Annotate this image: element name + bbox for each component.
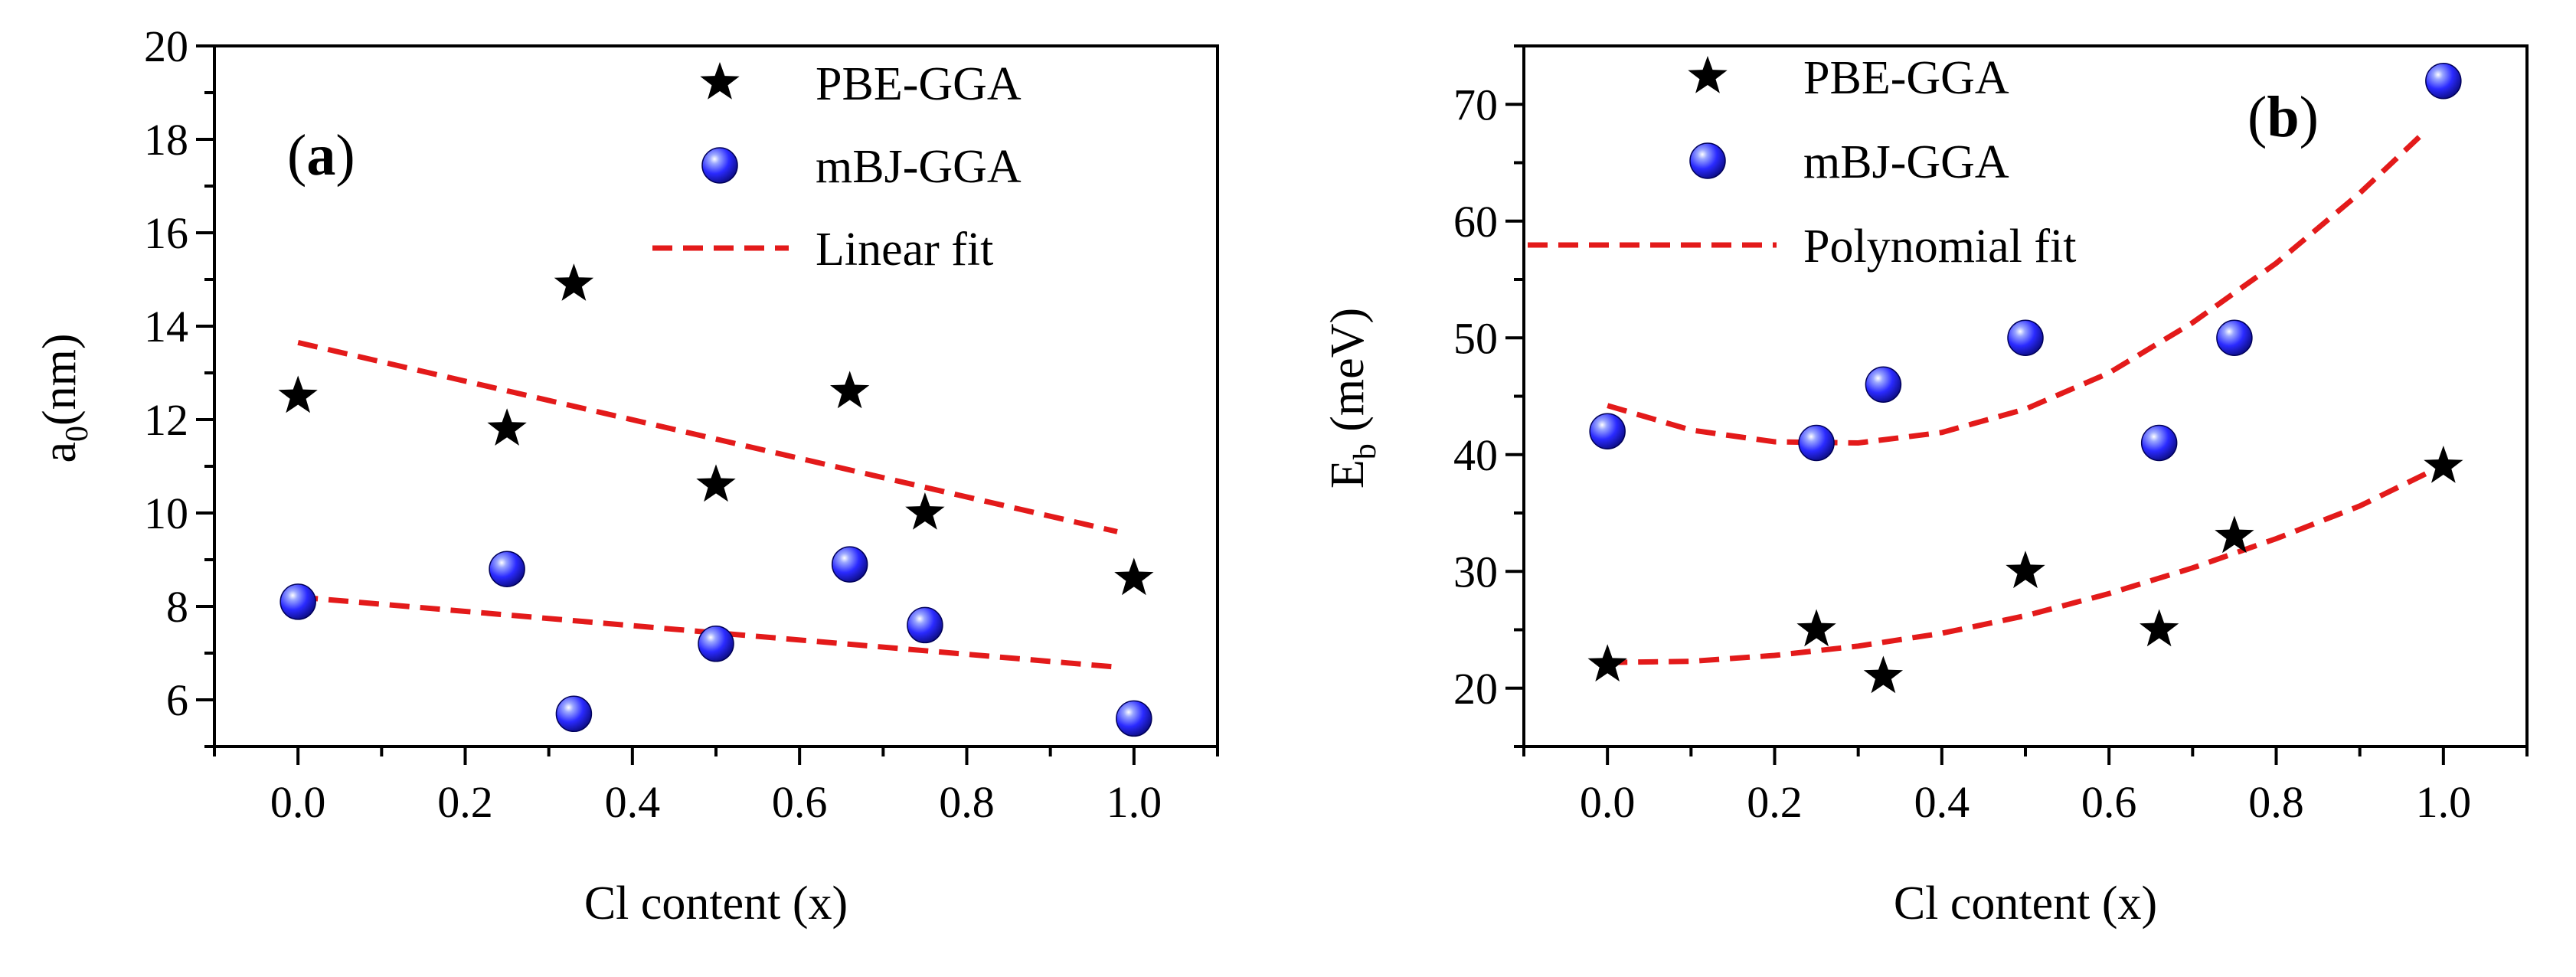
- x-tick-label: 0.0: [1580, 777, 1636, 827]
- y-axis-title: a0(nm): [34, 333, 95, 462]
- panel-a: 0.0 0.2 0.4 0.6 0.8 1.0 6 8 10 12 14 16 18 20 Cl conte…: [34, 21, 1219, 930]
- y-axis-title-unit: (meV): [1322, 308, 1374, 443]
- legend-label: mBJ-GGA: [1803, 136, 2009, 188]
- plot-frame: [1522, 44, 2529, 748]
- sphere-point: [489, 551, 525, 587]
- panel-label-open: (: [287, 123, 306, 188]
- y-axis-title-main: a: [34, 442, 86, 463]
- sphere-point: [1865, 366, 1902, 403]
- y-tick-label: 20: [1453, 664, 1498, 714]
- x-axis-title: Cl content (x): [584, 877, 848, 930]
- star-point: [1796, 609, 1836, 647]
- legend-label: PBE-GGA: [1803, 52, 2009, 104]
- x-tick-label: 0.4: [1914, 777, 1970, 827]
- sphere-point: [2425, 63, 2462, 100]
- y-axis-title-unit: (nm): [34, 333, 86, 426]
- x-tick-label: 1.0: [1107, 777, 1162, 827]
- y-tick-label: 40: [1453, 430, 1498, 480]
- sphere-point: [907, 606, 943, 644]
- sphere-point: [1116, 700, 1152, 737]
- x-tick-label: 0.4: [605, 777, 661, 827]
- star-point: [278, 375, 318, 413]
- x-tick-label: 0.8: [939, 777, 995, 827]
- y-tick-label: 60: [1453, 197, 1498, 247]
- y-tick-label: 16: [144, 208, 188, 258]
- panel-label-close: ): [2300, 85, 2319, 149]
- panel-label-letter: b: [2267, 85, 2299, 149]
- legend-sphere-icon: [701, 147, 738, 184]
- legend-star-icon: [700, 62, 740, 100]
- panel-b: 0.0 0.2 0.4 0.6 0.8 1.0 20 30 40 50 60 70 Cl content…: [1322, 44, 2529, 930]
- legend-label: mBJ-GGA: [816, 141, 1022, 193]
- x-tick-label: 0.6: [772, 777, 828, 827]
- y-tick-label: 6: [166, 675, 188, 725]
- sphere-point: [2007, 319, 2044, 356]
- star-point: [830, 371, 870, 409]
- sphere-point: [555, 695, 593, 733]
- y-tick-label: 18: [144, 115, 188, 165]
- star-point: [1863, 655, 1904, 694]
- fit-line: [1607, 471, 2428, 665]
- sphere-point: [698, 626, 734, 662]
- star-point: [554, 263, 594, 301]
- y-tick-label: 30: [1453, 547, 1498, 596]
- panel-label: (b): [2247, 85, 2319, 149]
- y-tick-label: 50: [1453, 313, 1498, 363]
- y-tick-label: 8: [166, 582, 188, 632]
- star-point: [2006, 551, 2045, 589]
- x-tick-label: 0.2: [1747, 777, 1803, 827]
- sphere-point: [2140, 424, 2178, 462]
- x-axis-title: Cl content (x): [1894, 877, 2157, 930]
- y-tick-label: 20: [144, 21, 188, 71]
- legend-label: Linear fit: [816, 224, 993, 276]
- star-point: [487, 408, 527, 446]
- star-point: [696, 464, 736, 502]
- star-point: [2424, 446, 2463, 483]
- sphere-point: [280, 583, 316, 620]
- legend: PBE-GGA mBJ-GGA Polynomial fit: [1528, 52, 2077, 273]
- fit-line: [297, 339, 1118, 534]
- sphere-point: [2216, 319, 2253, 356]
- star-point: [1114, 557, 1154, 596]
- y-axis-title-main: E: [1322, 459, 1374, 488]
- star-point: [905, 492, 945, 530]
- y-tick-label: 10: [144, 488, 188, 538]
- panel-label-letter: a: [306, 123, 335, 188]
- panel-label: (a): [287, 123, 355, 188]
- x-tick-label: 0.6: [2081, 777, 2137, 827]
- legend: PBE-GGA mBJ-GGA Linear fit: [652, 58, 1022, 276]
- y-axis-title: Eb (meV): [1322, 308, 1383, 488]
- panel-label-close: ): [335, 123, 355, 188]
- x-tick-label: 0.0: [270, 777, 326, 827]
- x-tick-label: 0.8: [2248, 777, 2304, 827]
- x-tick-label: 0.2: [437, 777, 493, 827]
- y-axis-title-subscript: 0: [60, 426, 95, 442]
- legend-label: Polynomial fit: [1803, 221, 2077, 273]
- star-point: [1587, 644, 1627, 682]
- y-axis-title-subscript: b: [1348, 443, 1383, 459]
- star-point: [2215, 515, 2254, 554]
- panel-label-open: (: [2247, 85, 2267, 149]
- y-tick-label: 14: [144, 302, 188, 351]
- x-tick-label: 1.0: [2416, 777, 2472, 827]
- y-tick-label: 70: [1453, 80, 1498, 129]
- sphere-point: [1798, 424, 1835, 462]
- sphere-point: [831, 546, 868, 583]
- y-tick-label: 12: [144, 395, 188, 445]
- star-point: [2140, 609, 2179, 647]
- legend-label: PBE-GGA: [816, 58, 1022, 110]
- sphere-point: [1589, 413, 1626, 449]
- legend-star-icon: [1688, 56, 1728, 93]
- fit-line: [1607, 128, 2429, 446]
- legend-sphere-icon: [1689, 142, 1726, 179]
